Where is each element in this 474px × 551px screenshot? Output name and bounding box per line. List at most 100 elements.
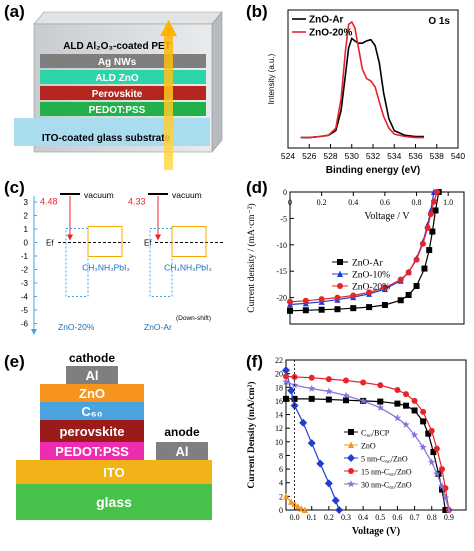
panel-f: (f) 0.0 0.1 0.2 0.3 0.4 0.5 0.6 0.7 0.8 0.9 0 2 4 6 8 1… <box>240 350 474 546</box>
data-point-d <box>366 304 373 311</box>
film-label-znoar: ZnO-Ar <box>144 322 172 332</box>
data-point-d <box>302 307 309 314</box>
data-point-d <box>427 211 434 218</box>
stack-layer-1 <box>40 384 144 402</box>
data-point-d <box>434 189 441 195</box>
data-point-d <box>318 306 325 313</box>
energy-tick-label: 2 <box>24 212 29 221</box>
data-point-f <box>325 387 333 395</box>
y-tick-label-d: -10 <box>276 241 287 250</box>
data-point-d <box>366 289 373 296</box>
x-tick-label-f: 0.0 <box>290 513 300 522</box>
x-tick-label-f: 0.5 <box>375 513 385 522</box>
data-point-d <box>397 276 404 283</box>
legend-label-b: ZnO-Ar <box>309 15 344 26</box>
data-point-f <box>419 443 427 451</box>
data-point-f <box>425 430 432 437</box>
stack-label-6: glass <box>96 494 132 510</box>
energy-diagram: 3 2 1 0 -1 -2 -3 -4 -5 -6 Ef Ef vacuum 4.48 vacuum 4.33… <box>21 190 225 335</box>
panel-label-f: (f) <box>246 352 263 371</box>
data-point-d <box>302 297 309 304</box>
data-point-f <box>442 485 449 492</box>
data-point-f <box>433 469 441 478</box>
x-tick-label-f: 0.2 <box>324 513 334 522</box>
data-point-d <box>350 305 357 312</box>
light-arrow-icon <box>160 20 177 36</box>
device-stack-a: ALD Al₂O₃-coated PET Ag NWs ALD ZnO Perovsk… <box>14 11 223 170</box>
data-point-f <box>283 492 289 500</box>
data-point-f <box>420 418 427 425</box>
layer-5 <box>14 128 210 146</box>
data-point-f <box>402 420 410 428</box>
data-point-d <box>405 291 412 298</box>
data-point-f <box>377 382 384 389</box>
panel-label-e: (e) <box>4 352 25 371</box>
panel-label-b: (b) <box>246 2 268 21</box>
legend-label-d: ZnO-10% <box>352 271 390 281</box>
data-point-d <box>413 256 420 263</box>
stack-layer-4 <box>40 442 144 460</box>
data-point-f <box>307 384 316 392</box>
legend-marker-f <box>348 429 354 435</box>
x-tick-label-b: 532 <box>366 151 380 161</box>
substrate-top <box>14 118 210 128</box>
data-point-f <box>428 427 435 434</box>
x-tick-label-d: 0 <box>288 198 292 207</box>
data-point-f <box>291 500 298 507</box>
data-point-f <box>308 395 315 402</box>
arrow-head-icon-0 <box>67 234 73 241</box>
y-tick-label-f: 4 <box>279 479 283 488</box>
energy-tick-label: 3 <box>24 198 29 207</box>
legend-label-d: ZnO-Ar <box>352 259 383 269</box>
x-tick-label-f: 0.1 <box>307 513 317 522</box>
legend-label-b: ZnO-20% <box>309 28 352 39</box>
y-tick-label-d: -5 <box>280 214 287 223</box>
data-point-f <box>283 395 289 402</box>
data-point-d <box>419 240 426 247</box>
stack-label-3: perovskite <box>59 424 124 439</box>
data-point-d <box>381 284 388 291</box>
axis-arrow-icon <box>31 329 37 335</box>
stack-layer-6 <box>16 484 212 520</box>
y-tick-label-f: 16 <box>275 397 283 406</box>
x-tick-label-d: 0.2 <box>317 198 327 207</box>
side-face <box>211 11 223 153</box>
data-point-f <box>295 503 301 510</box>
data-point-f <box>342 391 350 399</box>
plot-frame-d <box>289 191 465 325</box>
data-point-f <box>343 377 349 384</box>
y-axis-label-b: Intensity (a.u.) <box>267 53 276 104</box>
legend-label-f: C₆₀/BCP <box>361 429 390 438</box>
stack-label-4: PEDOT:PSS <box>55 444 129 459</box>
panel-label-c: (c) <box>4 178 25 197</box>
data-point-f <box>441 493 450 501</box>
y-axis-label-f: Current Density (mA/cm²) <box>246 381 257 488</box>
series-line-f-4 <box>285 381 450 511</box>
panel-c: (c) 3 2 1 0 -1 -2 -3 -4 -5 -6 Ef Ef vacuum 4.48 vacuum… <box>0 178 240 350</box>
layer-label-0: ALD Al₂O₃-coated PET <box>63 41 171 52</box>
data-point-f <box>393 414 402 422</box>
y-tick-label-d: 0 <box>283 188 287 197</box>
data-point-f <box>403 391 409 398</box>
legend-label-f: 15 nm-C₆₀/ZnO <box>361 468 412 477</box>
data-point-f <box>411 397 418 404</box>
y-tick-label-f: 6 <box>279 465 283 474</box>
x-axis-label-b: Binding energy (eV) <box>326 165 420 176</box>
data-point-d <box>430 198 437 205</box>
stack-label-2: C₆₀ <box>81 404 102 419</box>
x-tick-label-d: 1.0 <box>443 198 453 207</box>
data-point-f <box>325 396 332 403</box>
data-point-f <box>288 498 295 505</box>
data-point-f <box>445 506 453 514</box>
film-label-zno20: ZnO-20% <box>58 322 95 332</box>
jv-chart-f: 0.0 0.1 0.2 0.3 0.4 0.5 0.6 0.7 0.8 0.9 0 2 4 6 8 10 12 1… <box>246 356 467 537</box>
data-point-f <box>394 387 401 393</box>
y-tick-label-f: 18 <box>275 383 283 392</box>
data-point-d <box>413 282 420 289</box>
x-axis-label-d: Voltage / V <box>364 211 410 222</box>
anode-al-layer <box>156 442 208 460</box>
legend-label-f: 5 nm-C₆₀/ZnO <box>361 455 408 464</box>
material-label-1: CH₃NH₃PbI₃ <box>82 263 130 273</box>
data-point-d <box>424 224 431 231</box>
energy-tick-label: -5 <box>21 306 29 315</box>
